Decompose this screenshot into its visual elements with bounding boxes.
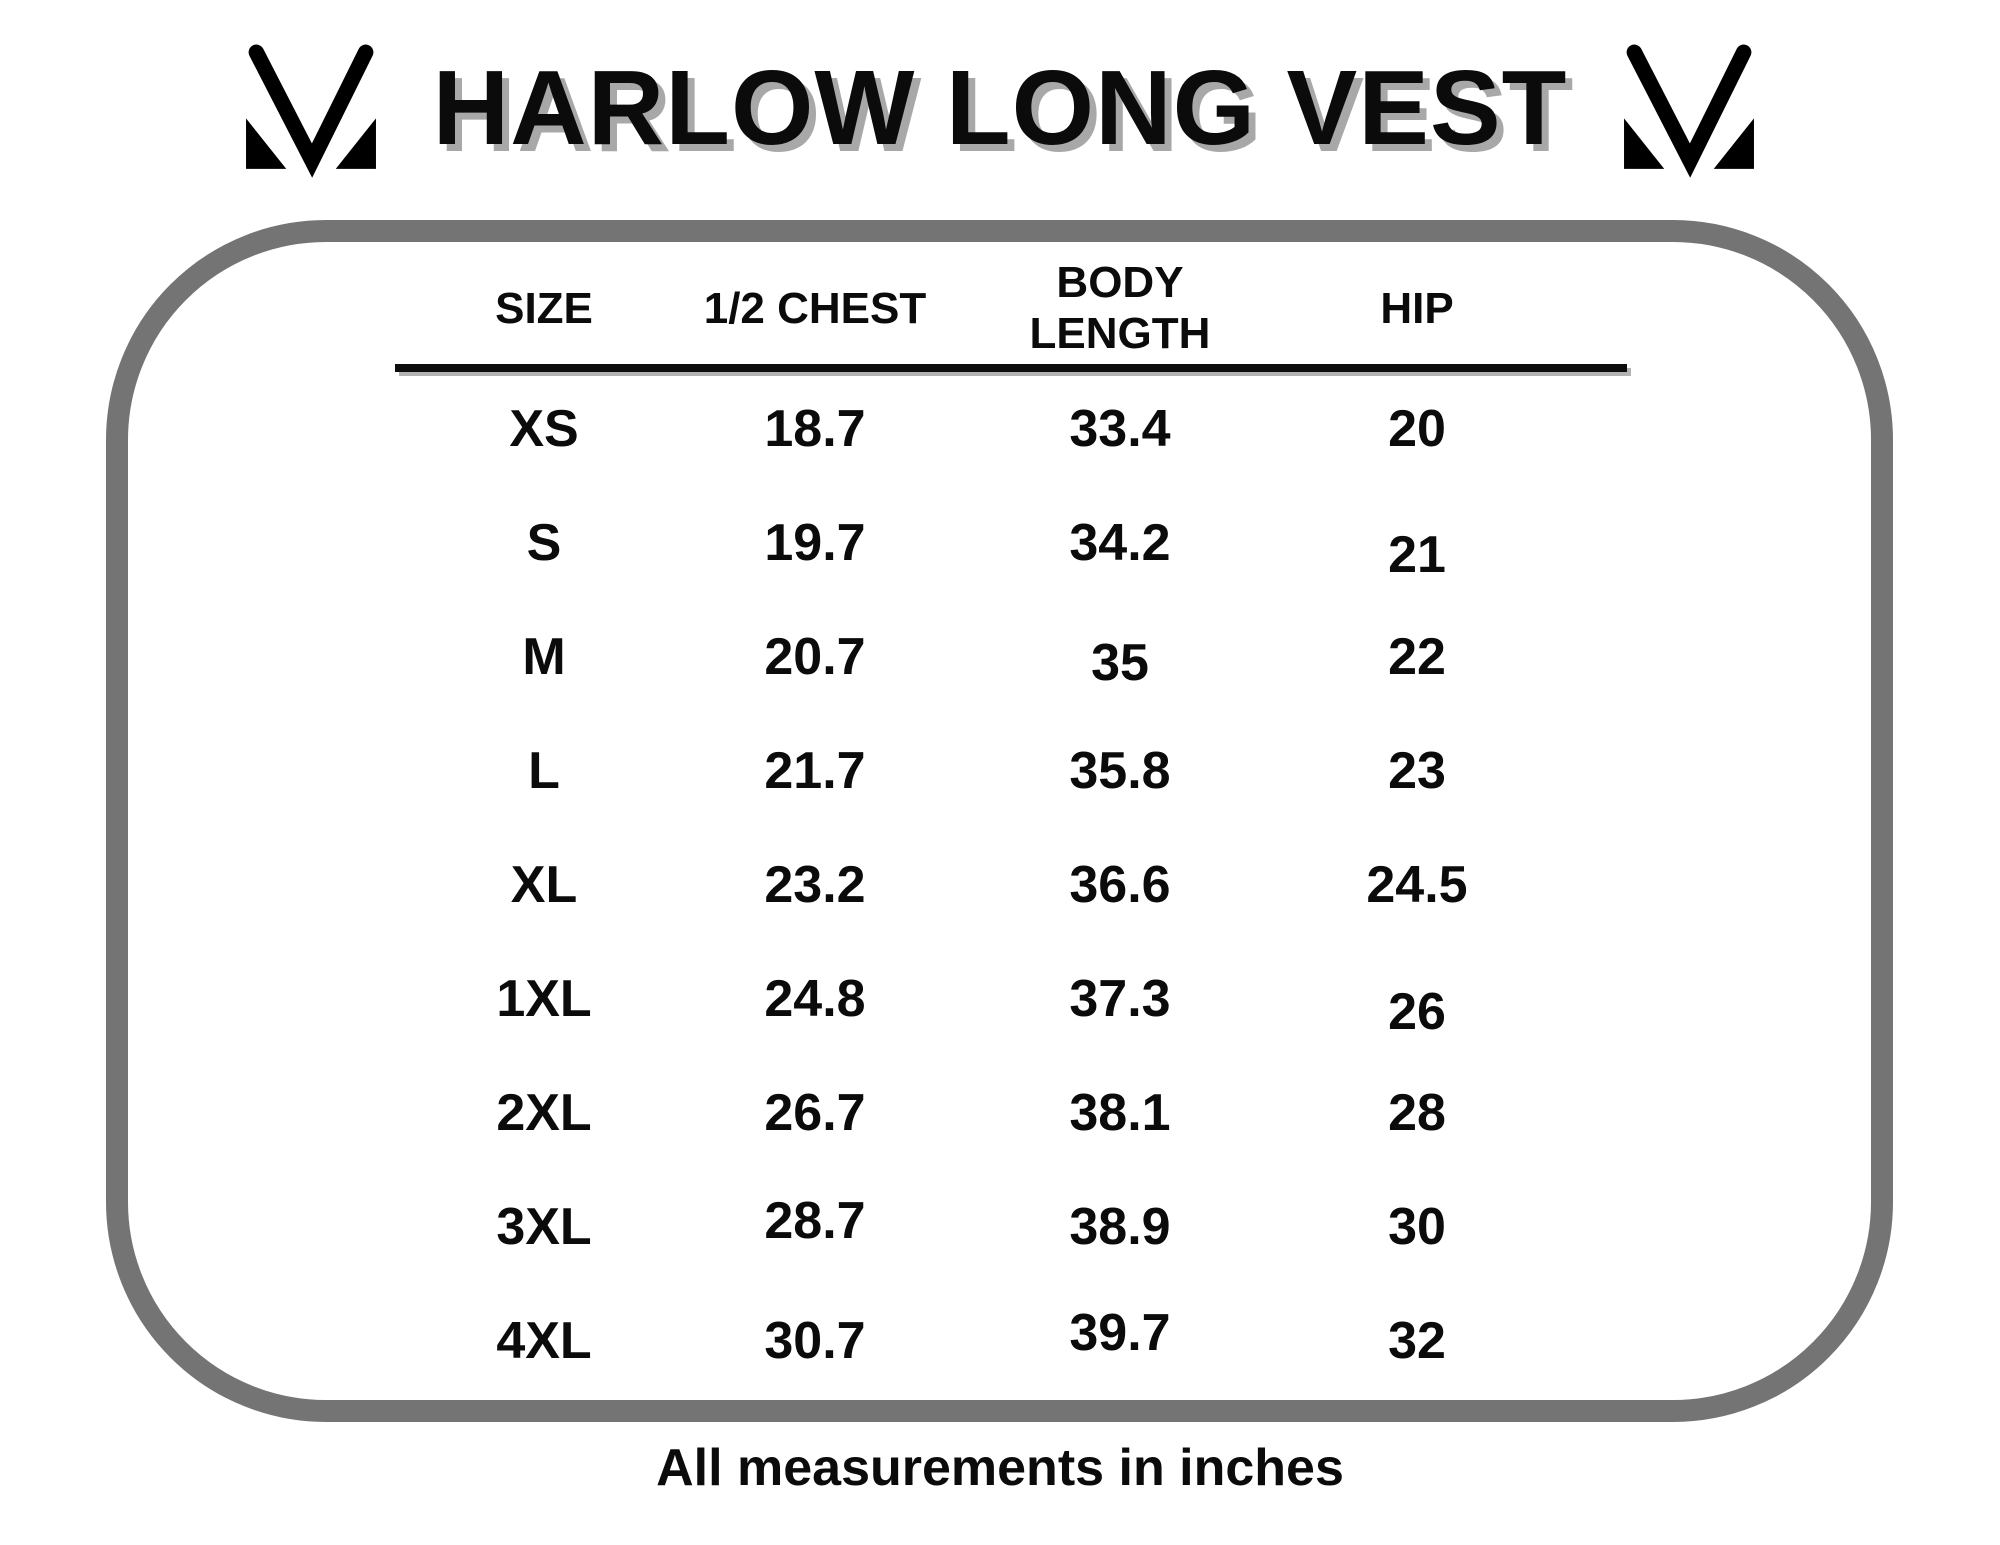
table-row: XL 23.2 36.6 24.5 — [395, 828, 1627, 942]
half-chest-cell: 28.7 — [764, 1192, 866, 1250]
hip-cell: 21 — [1388, 526, 1446, 584]
table-row: XS 18.7 33.4 20 — [395, 372, 1627, 486]
header-rule — [395, 364, 1627, 372]
size-cell: XL — [510, 856, 578, 914]
page-title: HARLOW LONG VEST — [432, 48, 1568, 167]
size-cell: S — [526, 514, 562, 572]
table-row: M 20.7 35 22 — [395, 600, 1627, 714]
brand-logo-right-icon — [1624, 44, 1755, 178]
size-cell: L — [528, 742, 560, 800]
half-chest-cell: 26.7 — [764, 1084, 866, 1142]
table-row: 1XL 24.8 37.3 26 — [395, 942, 1627, 1056]
body-length-cell: 35.8 — [1069, 742, 1171, 800]
body-length-cell: 34.2 — [1069, 514, 1171, 572]
half-chest-cell: 21.7 — [764, 742, 866, 800]
size-cell: XS — [509, 400, 579, 458]
body-length-cell: 37.3 — [1069, 970, 1171, 1028]
title-bar: HARLOW LONG VEST — [0, 18, 2000, 198]
size-cell: 3XL — [496, 1198, 592, 1256]
hip-cell: 20 — [1388, 400, 1446, 458]
size-chart-table: SIZE 1/2 CHEST BODY LENGTH HIP XS 18.7 3… — [395, 254, 1627, 1398]
half-chest-cell: 23.2 — [764, 856, 866, 914]
hip-cell: 22 — [1388, 628, 1446, 686]
hip-cell: 23 — [1388, 742, 1446, 800]
table-header-row: SIZE 1/2 CHEST BODY LENGTH HIP — [395, 254, 1627, 364]
size-cell: M — [522, 628, 566, 686]
table-row: 3XL 28.7 38.9 30 — [395, 1170, 1627, 1284]
hip-cell: 24.5 — [1366, 856, 1468, 914]
half-chest-cell: 24.8 — [764, 970, 866, 1028]
table-row: 4XL 30.7 39.7 32 — [395, 1284, 1627, 1398]
table-row: S 19.7 34.2 21 — [395, 486, 1627, 600]
column-header-body-length: BODY LENGTH — [1029, 258, 1211, 358]
hip-cell: 28 — [1388, 1084, 1446, 1142]
hip-cell: 30 — [1388, 1198, 1446, 1256]
size-cell: 2XL — [496, 1084, 592, 1142]
half-chest-cell: 19.7 — [764, 514, 866, 572]
half-chest-cell: 30.7 — [764, 1312, 866, 1370]
size-cell: 4XL — [496, 1312, 592, 1370]
body-length-cell: 33.4 — [1069, 400, 1171, 458]
table-row: L 21.7 35.8 23 — [395, 714, 1627, 828]
half-chest-cell: 20.7 — [764, 628, 866, 686]
table-row: 2XL 26.7 38.1 28 — [395, 1056, 1627, 1170]
body-length-cell: 35 — [1091, 634, 1149, 692]
body-length-cell: 39.7 — [1069, 1304, 1171, 1362]
column-header-half-chest: 1/2 CHEST — [703, 283, 927, 333]
size-chart-frame — [106, 220, 1893, 1422]
body-length-cell: 38.9 — [1069, 1198, 1171, 1256]
half-chest-cell: 18.7 — [764, 400, 866, 458]
body-length-cell: 36.6 — [1069, 856, 1171, 914]
size-cell: 1XL — [496, 970, 592, 1028]
hip-cell: 32 — [1388, 1312, 1446, 1370]
column-header-hip: HIP — [1380, 283, 1454, 333]
column-header-size: SIZE — [495, 283, 593, 333]
hip-cell: 26 — [1388, 983, 1446, 1041]
body-length-cell: 38.1 — [1069, 1084, 1171, 1142]
footer-note: All measurements in inches — [656, 1439, 1344, 1497]
brand-logo-left-icon — [245, 44, 376, 178]
